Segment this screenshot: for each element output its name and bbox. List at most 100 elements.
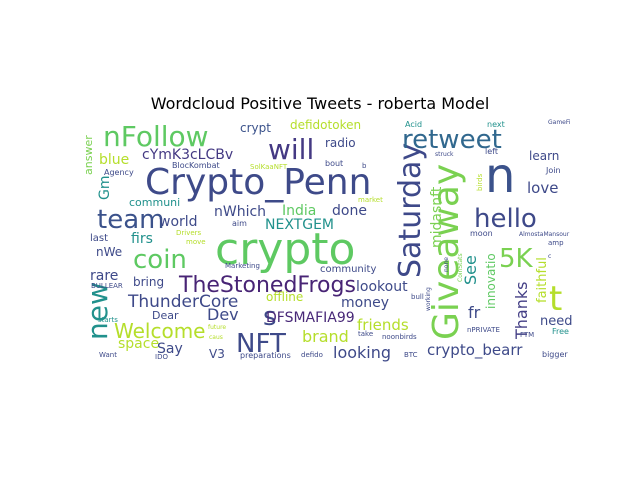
cloud-word: defido — [301, 351, 323, 359]
cloud-word: brand — [302, 327, 349, 346]
cloud-word: Free — [552, 327, 569, 336]
cloud-word: Dev — [207, 305, 239, 324]
cloud-word: Thanks — [512, 282, 531, 340]
cloud-word: midasnft — [429, 186, 445, 248]
cloud-word: take — [358, 330, 373, 338]
cloud-word: India — [282, 203, 316, 219]
cloud-word: Giveaway — [426, 164, 467, 340]
cloud-word: world — [159, 214, 198, 230]
cloud-word: Welcome — [114, 319, 205, 343]
cloud-word: done — [332, 203, 367, 219]
cloud-word: crypto — [215, 224, 355, 275]
cloud-word: BULLEAR — [91, 282, 123, 290]
cloud-word: preparations — [240, 351, 291, 360]
cloud-word: defidotoken — [290, 118, 361, 132]
cloud-word: Dear — [152, 309, 179, 322]
cloud-word: crypt — [240, 121, 271, 135]
cloud-word: cYmK3cLCBv — [142, 147, 233, 163]
cloud-word: Saturday — [393, 143, 428, 278]
cloud-word: answer — [82, 135, 95, 175]
cloud-word: coin — [133, 245, 187, 275]
cloud-word: retweet — [402, 125, 502, 155]
cloud-word: looking — [333, 343, 391, 362]
cloud-word: future — [208, 324, 226, 331]
cloud-word: GameFi — [548, 119, 571, 126]
cloud-word: See — [461, 255, 480, 285]
cloud-word: Gm — [97, 176, 113, 201]
cloud-word: hello — [474, 204, 537, 234]
cloud-word: noonbirds — [382, 333, 417, 341]
cloud-word: radio — [325, 136, 356, 150]
cloud-word: faithful — [535, 257, 550, 303]
cloud-word: t — [549, 279, 562, 319]
cloud-word: starts — [98, 316, 118, 324]
cloud-word: new — [81, 282, 114, 340]
cloud-word: bigger — [542, 350, 568, 359]
cloud-word: community — [320, 264, 376, 275]
cloud-word: V3 — [209, 347, 225, 361]
cloud-word: 5K — [499, 244, 534, 274]
cloud-word: b — [362, 162, 367, 170]
cloud-word: s — [263, 302, 277, 332]
cloud-word: fr — [468, 303, 481, 322]
cloud-word: Want — [99, 351, 117, 359]
cloud-word: birds — [476, 173, 484, 191]
cloud-word: NFT — [236, 329, 286, 359]
cloud-word: rare — [90, 268, 118, 284]
cloud-word: left — [485, 147, 498, 156]
cloud-word: move — [186, 238, 206, 246]
cloud-word: FTM — [520, 331, 534, 339]
cloud-word: crypto_bearr — [427, 341, 523, 360]
cloud-word: struck — [435, 151, 454, 158]
cloud-word: CoinStats — [457, 253, 464, 282]
cloud-word: space — [118, 336, 159, 352]
cloud-word: Say — [157, 341, 183, 357]
cloud-word: ThunderCore — [127, 292, 238, 312]
cloud-word: firs — [131, 231, 153, 247]
cloud-word: blue — [99, 152, 129, 168]
cloud-word: c — [548, 253, 551, 260]
cloud-word: aim — [232, 219, 247, 228]
cloud-word: bring — [133, 275, 164, 289]
cloud-word: Drivers — [176, 229, 202, 237]
cloud-word: caus — [209, 334, 223, 341]
cloud-word: Join — [545, 166, 561, 175]
cloud-word: DFSMAFIA99 — [266, 310, 355, 326]
cloud-word: BTC — [404, 351, 418, 359]
cloud-word: AlmostaMansour — [519, 231, 570, 238]
cloud-word: last — [90, 233, 108, 244]
cloud-word: will — [268, 133, 314, 166]
cloud-word: team — [97, 205, 164, 235]
cloud-word: nWe — [96, 245, 122, 259]
cloud-word: innovatio — [484, 253, 498, 309]
cloud-word: nWhich — [214, 204, 266, 220]
cloud-word: money — [341, 295, 389, 311]
cloud-word: Acid — [405, 120, 422, 129]
cloud-word: friends — [357, 316, 409, 334]
cloud-word: none — [443, 257, 450, 272]
cloud-word: bout — [325, 159, 343, 168]
cloud-word: BlocKombat — [172, 161, 220, 170]
cloud-word: learn — [529, 149, 559, 163]
cloud-word: moon — [470, 229, 493, 238]
cloud-word: amp — [548, 239, 564, 247]
cloud-word: NEXTGEM — [265, 217, 334, 233]
cloud-word: love — [527, 179, 558, 197]
cloud-word: communi — [129, 196, 180, 209]
cloud-word: offline — [266, 290, 303, 304]
cloud-word: Marketing — [225, 262, 260, 270]
cloud-word: nPRIVATE — [467, 326, 500, 334]
cloud-word: n — [485, 148, 515, 204]
cloud-word: lookout — [356, 279, 408, 295]
cloud-word: IDO — [155, 353, 168, 361]
cloud-word: TheStonedFrogs — [178, 273, 356, 298]
cloud-word: bull — [411, 293, 424, 301]
cloud-word: working — [425, 287, 432, 311]
cloud-word: Crypto_Penn — [145, 162, 371, 203]
cloud-word: market — [358, 196, 383, 204]
cloud-word: nFollow — [103, 120, 209, 153]
cloud-word: SolKaaNFT — [250, 163, 288, 171]
cloud-word: next — [487, 120, 505, 129]
cloud-word: need — [540, 314, 573, 329]
